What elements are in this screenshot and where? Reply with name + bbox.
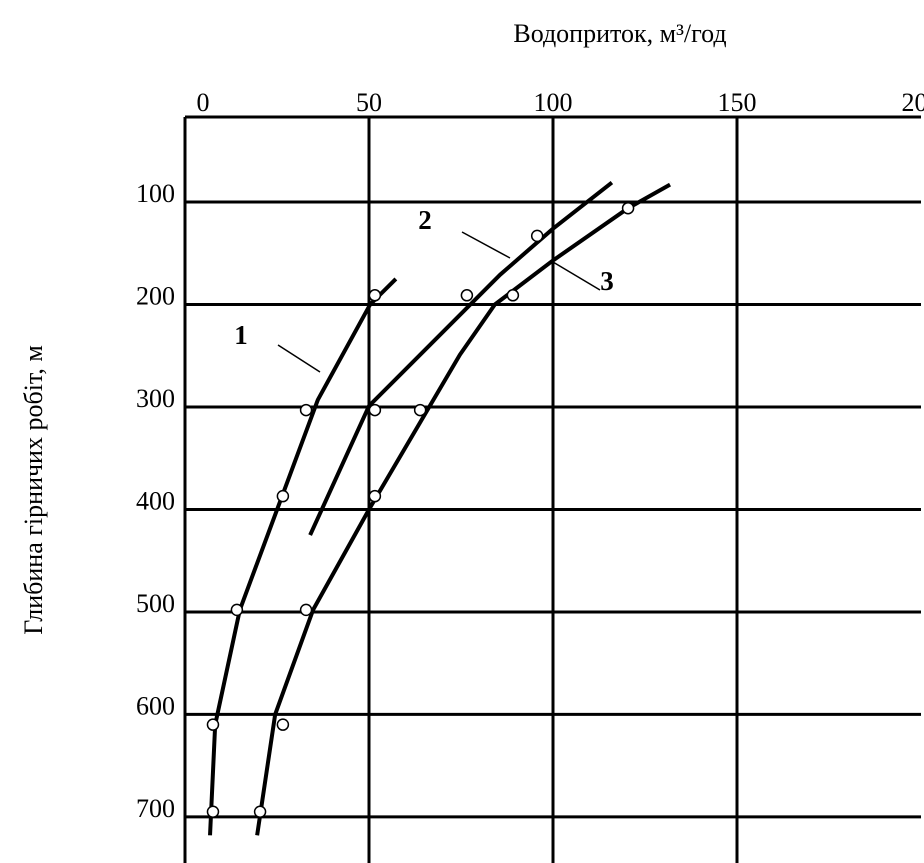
y-tick-label: 700 bbox=[136, 794, 175, 823]
marker bbox=[276, 718, 290, 731]
y-tick-label: 400 bbox=[136, 486, 175, 515]
y-tick-label: 600 bbox=[136, 691, 175, 720]
curve-label: 1 bbox=[234, 320, 248, 350]
y-tick-label: 100 bbox=[136, 179, 175, 208]
curve-label: 2 bbox=[418, 205, 432, 235]
leader-line bbox=[461, 231, 511, 259]
leader-line bbox=[552, 261, 601, 291]
marker bbox=[413, 403, 427, 417]
marker bbox=[506, 289, 520, 302]
x-tick-label: 0 bbox=[197, 88, 210, 117]
marker bbox=[621, 201, 635, 215]
marker bbox=[368, 403, 382, 417]
y-tick-label: 500 bbox=[136, 589, 175, 618]
y-tick-label: 200 bbox=[136, 281, 175, 310]
marker bbox=[460, 289, 474, 302]
marker bbox=[206, 805, 220, 819]
marker bbox=[230, 603, 244, 617]
x-tick-label: 50 bbox=[356, 88, 382, 117]
curve-label: 3 bbox=[600, 266, 614, 296]
marker bbox=[368, 289, 382, 302]
x-tick-label: 200 bbox=[902, 88, 924, 117]
curve bbox=[308, 181, 614, 536]
marker bbox=[299, 403, 313, 417]
y-tick-label: 300 bbox=[136, 384, 175, 413]
x-axis-title: Водоприток, м³/год bbox=[513, 19, 726, 48]
marker bbox=[299, 603, 313, 617]
leader-line bbox=[277, 344, 321, 373]
x-tick-label: 100 bbox=[534, 88, 573, 117]
x-tick-label: 150 bbox=[718, 88, 757, 117]
curve bbox=[255, 182, 672, 836]
marker bbox=[368, 489, 382, 503]
y-axis-title: Глибина гірничих робіт, м bbox=[19, 345, 48, 635]
marker bbox=[206, 718, 220, 731]
marker bbox=[530, 229, 544, 243]
marker bbox=[253, 805, 267, 819]
marker bbox=[276, 489, 290, 503]
